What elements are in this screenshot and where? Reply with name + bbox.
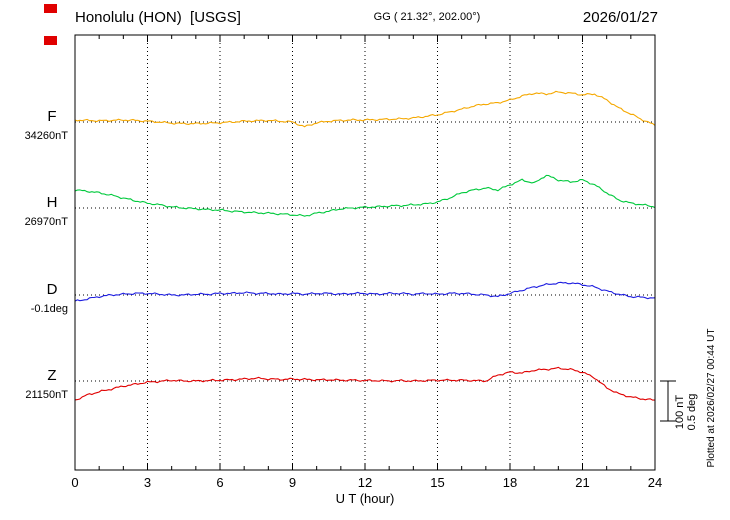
series-baseline-value-F: 34260nT	[25, 130, 69, 142]
status-marker-plot	[44, 36, 57, 45]
series-label-D: D	[47, 281, 58, 298]
series-label-H: H	[47, 194, 58, 211]
x-tick-label-18: 18	[503, 475, 517, 490]
x-tick-label-12: 12	[358, 475, 372, 490]
trace-F	[74, 90, 656, 128]
geo-coordinates: GG ( 21.32°, 202.00°)	[374, 11, 481, 23]
x-tick-label-9: 9	[289, 475, 296, 490]
trace-H	[74, 174, 656, 217]
x-tick-label-3: 3	[144, 475, 151, 490]
status-marker-top	[44, 4, 57, 13]
x-axis-label: U T (hour)	[336, 491, 395, 506]
x-tick-label-6: 6	[216, 475, 223, 490]
scale-deg-label: 0.5 deg	[686, 394, 698, 431]
series-label-F: F	[47, 108, 56, 125]
scale-nt-label: 100 nT	[674, 395, 686, 430]
series-baseline-value-H: 26970nT	[25, 216, 69, 228]
series-baseline-value-Z: 21150nT	[25, 389, 68, 401]
station-title: Honolulu (HON) [USGS]	[75, 9, 241, 26]
trace-Z	[74, 366, 655, 401]
chart-layer: F 34260nT H 26970nT D -0.1deg Z 21150nT 0 3 6 9 12 15…	[25, 34, 676, 490]
plotted-at-note: Plotted at 2026/02/27 00:44 UT	[706, 329, 717, 468]
x-tick-label-21: 21	[575, 475, 589, 490]
x-tick-label-0: 0	[71, 475, 78, 490]
trace-D	[74, 281, 656, 302]
x-tick-label-15: 15	[430, 475, 444, 490]
x-tick-label-24: 24	[648, 475, 662, 490]
series-label-Z: Z	[47, 367, 56, 384]
plot-date: 2026/01/27	[583, 9, 658, 26]
series-baseline-value-D: -0.1deg	[31, 303, 68, 315]
